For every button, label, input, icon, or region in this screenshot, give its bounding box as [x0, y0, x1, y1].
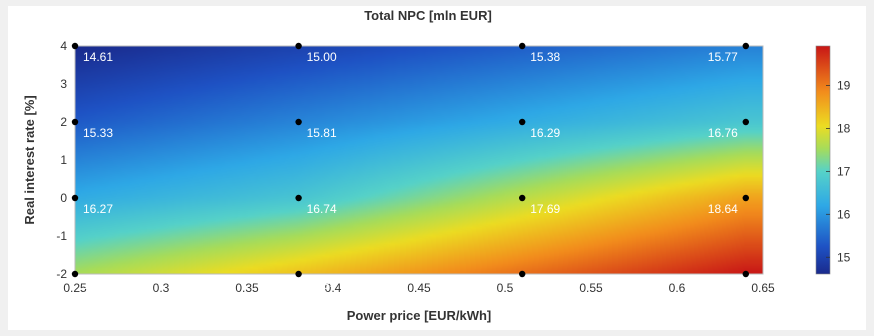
- data-label: 15.38: [530, 50, 560, 64]
- y-tick-label: 3: [60, 77, 67, 91]
- data-label: 16.74: [307, 202, 337, 216]
- data-label: 17.56: [83, 278, 113, 292]
- data-label: 18.34: [307, 278, 337, 292]
- data-point: [742, 270, 749, 278]
- data-label: 16.29: [530, 126, 560, 140]
- colorbar-tick-label: 16: [837, 207, 851, 221]
- data-point: [295, 194, 302, 202]
- x-axis-label: Power price [EUR/kWh]: [347, 308, 491, 323]
- data-label: 15.77: [708, 50, 738, 64]
- chart-title: Total NPC [mln EUR]: [364, 8, 492, 23]
- y-tick-label: 2: [60, 115, 67, 129]
- y-axis-ticks: 4 3 2 1 0 -1 -2: [56, 39, 67, 281]
- x-axis-ticks: 0.25 0.3 0.35 0.4 0.45 0.5 0.55 0.6 0.65: [63, 281, 775, 295]
- data-label: 16.27: [83, 202, 113, 216]
- data-points: [71, 42, 749, 278]
- data-label: 15.33: [83, 126, 113, 140]
- data-point: [742, 42, 749, 50]
- data-point: [519, 270, 526, 278]
- y-tick-label: -2: [56, 267, 67, 281]
- data-point: [295, 270, 302, 278]
- data-point: [71, 270, 79, 278]
- colorbar-ticks: 15 16 17 18 19: [826, 79, 851, 264]
- y-tick-label: 0: [60, 191, 67, 205]
- heatmap-surface: [75, 46, 763, 274]
- data-point: [519, 42, 526, 50]
- data-point: [71, 42, 79, 50]
- x-tick-label: 0.25: [63, 281, 87, 295]
- x-tick-label: 0.45: [407, 281, 431, 295]
- data-point: [71, 118, 79, 126]
- data-labels: 14.61 15.00 15.38 15.77 15.33 15.81 16.29 16.76…: [83, 50, 738, 292]
- x-tick-label: 0.5: [497, 281, 514, 295]
- y-tick-label: 1: [60, 153, 67, 167]
- plot-frame: [74, 45, 764, 275]
- data-point: [71, 194, 79, 202]
- y-tick-label: 4: [60, 39, 67, 53]
- data-point: [742, 118, 749, 126]
- colorbar-tick-label: 18: [837, 121, 851, 135]
- chart-panel: Total NPC [mln EUR] 0.25 0.3 0.35 0.4 0.45 0.…: [8, 6, 866, 330]
- x-tick-label: 0.4: [325, 281, 342, 295]
- colorbar-tick-label: 17: [837, 164, 851, 178]
- colorbar-tick-label: 19: [837, 79, 851, 93]
- y-axis-label: Real interest rate [%]: [22, 95, 37, 224]
- data-label: 19.92: [708, 278, 738, 292]
- data-label: 15.81: [307, 126, 337, 140]
- data-point: [519, 118, 526, 126]
- data-label: 15.00: [307, 50, 337, 64]
- x-tick-label: 0.65: [751, 281, 775, 295]
- data-label: 19.13: [530, 278, 560, 292]
- data-point: [519, 194, 526, 202]
- x-tick-label: 0.55: [579, 281, 603, 295]
- y-tick-label: -1: [56, 229, 67, 243]
- x-tick-label: 0.35: [235, 281, 259, 295]
- data-label: 18.64: [708, 202, 738, 216]
- data-label: 14.61: [83, 50, 113, 64]
- data-point: [742, 194, 749, 202]
- colorbar-tick-label: 15: [837, 250, 851, 264]
- x-tick-label: 0.3: [153, 281, 170, 295]
- npc-heatmap-chart: Total NPC [mln EUR] 0.25 0.3 0.35 0.4 0.45 0.…: [22, 8, 851, 323]
- x-tick-label: 0.6: [669, 281, 686, 295]
- data-point: [295, 118, 302, 126]
- data-label: 16.76: [708, 126, 738, 140]
- data-label: 17.69: [530, 202, 560, 216]
- data-point: [295, 42, 302, 50]
- colorbar: [815, 45, 831, 275]
